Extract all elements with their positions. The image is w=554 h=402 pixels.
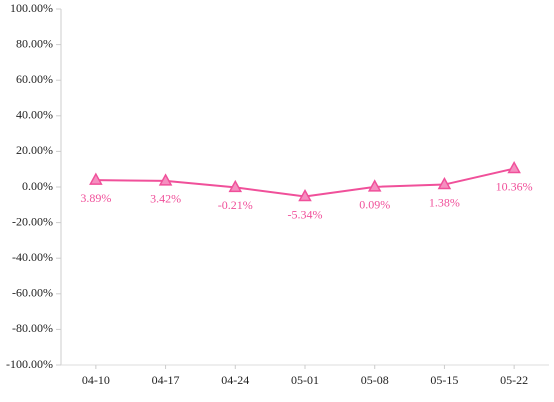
data-label: -0.21%	[218, 198, 253, 212]
point-marker	[507, 161, 521, 174]
y-tick-label: 0.00%	[22, 179, 53, 193]
y-tick-label: 60.00%	[16, 72, 53, 86]
x-tick-label: 05-22	[500, 373, 528, 387]
x-tick-label: 04-24	[221, 373, 249, 387]
point-marker	[437, 176, 452, 190]
point-marker	[89, 172, 103, 185]
data-label: 3.42%	[150, 192, 181, 206]
y-tick-label: -40.00%	[12, 250, 53, 264]
y-tick-label: -80.00%	[12, 321, 53, 335]
y-tick-label: 40.00%	[16, 108, 53, 122]
y-tick-label: -20.00%	[12, 214, 53, 228]
y-tick-label: -60.00%	[12, 286, 53, 300]
x-tick-label: 05-08	[361, 373, 389, 387]
y-tick-label: 100.00%	[10, 1, 53, 15]
x-tick-label: 05-15	[430, 373, 458, 387]
y-tick-label: 80.00%	[16, 36, 53, 50]
data-label: -5.34%	[288, 207, 323, 221]
data-label: 1.38%	[429, 195, 460, 209]
point-marker	[158, 173, 173, 186]
data-label: 3.89%	[80, 191, 111, 205]
y-tick-label: 20.00%	[16, 143, 53, 157]
point-marker	[367, 179, 382, 192]
data-label: 0.09%	[359, 198, 390, 212]
point-marker	[228, 179, 243, 193]
point-marker	[298, 188, 312, 202]
data-label: 10.36%	[496, 179, 533, 193]
x-tick-label: 05-01	[291, 373, 319, 387]
x-tick-label: 04-10	[82, 373, 110, 387]
y-tick-label: -100.00%	[6, 357, 53, 371]
x-tick-label: 04-17	[152, 373, 180, 387]
